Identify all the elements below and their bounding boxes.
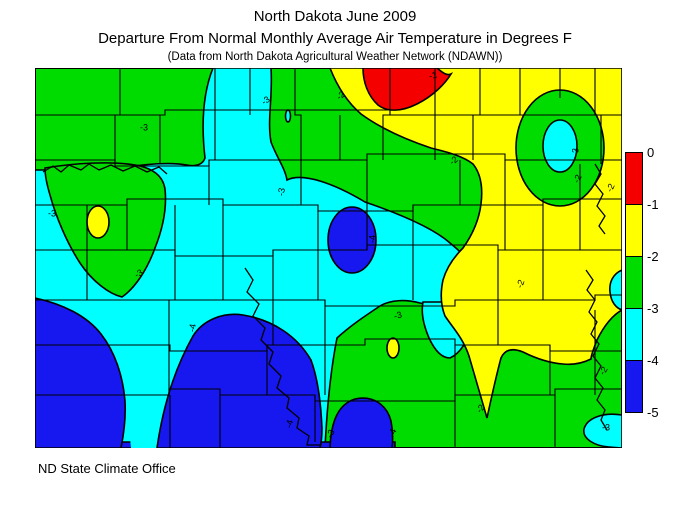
legend-segment-green <box>625 256 643 309</box>
data-source-note: (Data from North Dakota Agricultural Wea… <box>167 51 503 63</box>
contour-map-svg: -1-2-3-3-3-3-3-2-3-2-2-4-2-3-4-2-3 -4-2-3… <box>34 67 623 449</box>
legend-tick: -4 <box>647 353 659 368</box>
contour-label: -3 <box>324 428 336 439</box>
contour-label: -3 <box>276 187 287 197</box>
contour-label: -2 <box>571 173 583 184</box>
yellow-tiny-oval <box>386 337 400 359</box>
cyan-central-region <box>34 67 481 449</box>
blue-southwest-region <box>34 297 127 449</box>
contour-label: -4 <box>284 419 296 429</box>
map-subtitle: Departure From Normal Monthly Average Ai… <box>98 30 572 47</box>
cyan-east-core-region <box>542 119 578 173</box>
contour-label: -4 <box>367 235 377 243</box>
blue-south-central-region <box>156 313 323 449</box>
legend-tick: -5 <box>647 405 659 420</box>
contour-label: -3 <box>570 148 580 156</box>
legend-tick: 0 <box>647 145 655 160</box>
contour-label: -3 <box>140 122 148 132</box>
contour-label: -3 <box>602 422 610 432</box>
contour-label: -2 <box>597 365 610 377</box>
blue-bottom-hump-region <box>329 397 394 449</box>
legend-colorbar: 0 -1 -2 -3 -4 -5 <box>625 145 659 420</box>
contour-label: -3 <box>393 310 403 322</box>
contour-value-labels: -1-2-3-3-3-3-3-2-3-2-2-4-2-3-4-2-3 -4-2-3… <box>48 70 617 440</box>
cyan-southeast-corner <box>583 413 623 449</box>
contour-label: -2 <box>514 278 526 289</box>
blue-center-oval-region <box>327 206 377 274</box>
legend-segment-red <box>625 152 643 205</box>
contour-label: -2 <box>604 182 616 193</box>
yellow-west-oval-region <box>86 205 110 239</box>
legend-tick: -2 <box>647 249 659 264</box>
legend-segment-cyan <box>625 308 643 361</box>
red-north-region <box>362 67 454 111</box>
county-boundaries <box>35 68 622 448</box>
credit-line: ND State Climate Office <box>38 461 176 476</box>
nd-contour-map: -1 -2 -3 -3 -3 -3 -3 -2 -3 -2 -2 -4 -2 -3 -4 -2 -3 -4 -2 -3… <box>34 67 623 449</box>
contour-label: -4 <box>386 427 398 438</box>
contour-label: -1 <box>428 70 438 82</box>
contour-label: -3 <box>133 267 145 280</box>
contour-label: -3 <box>48 208 56 218</box>
legend-segment-blue <box>625 360 643 413</box>
legend-tick: -3 <box>647 301 659 316</box>
cyan-tiny-sliver <box>284 109 292 123</box>
map-title: North Dakota June 2009 <box>253 8 417 25</box>
cyan-east-edge-pocket <box>609 268 623 312</box>
legend-segment-yellow <box>625 204 643 257</box>
legend-tick: -1 <box>647 197 659 212</box>
contour-label: -4 <box>187 323 198 333</box>
river-boundaries <box>42 163 608 446</box>
cyan-channel-region <box>123 368 167 448</box>
